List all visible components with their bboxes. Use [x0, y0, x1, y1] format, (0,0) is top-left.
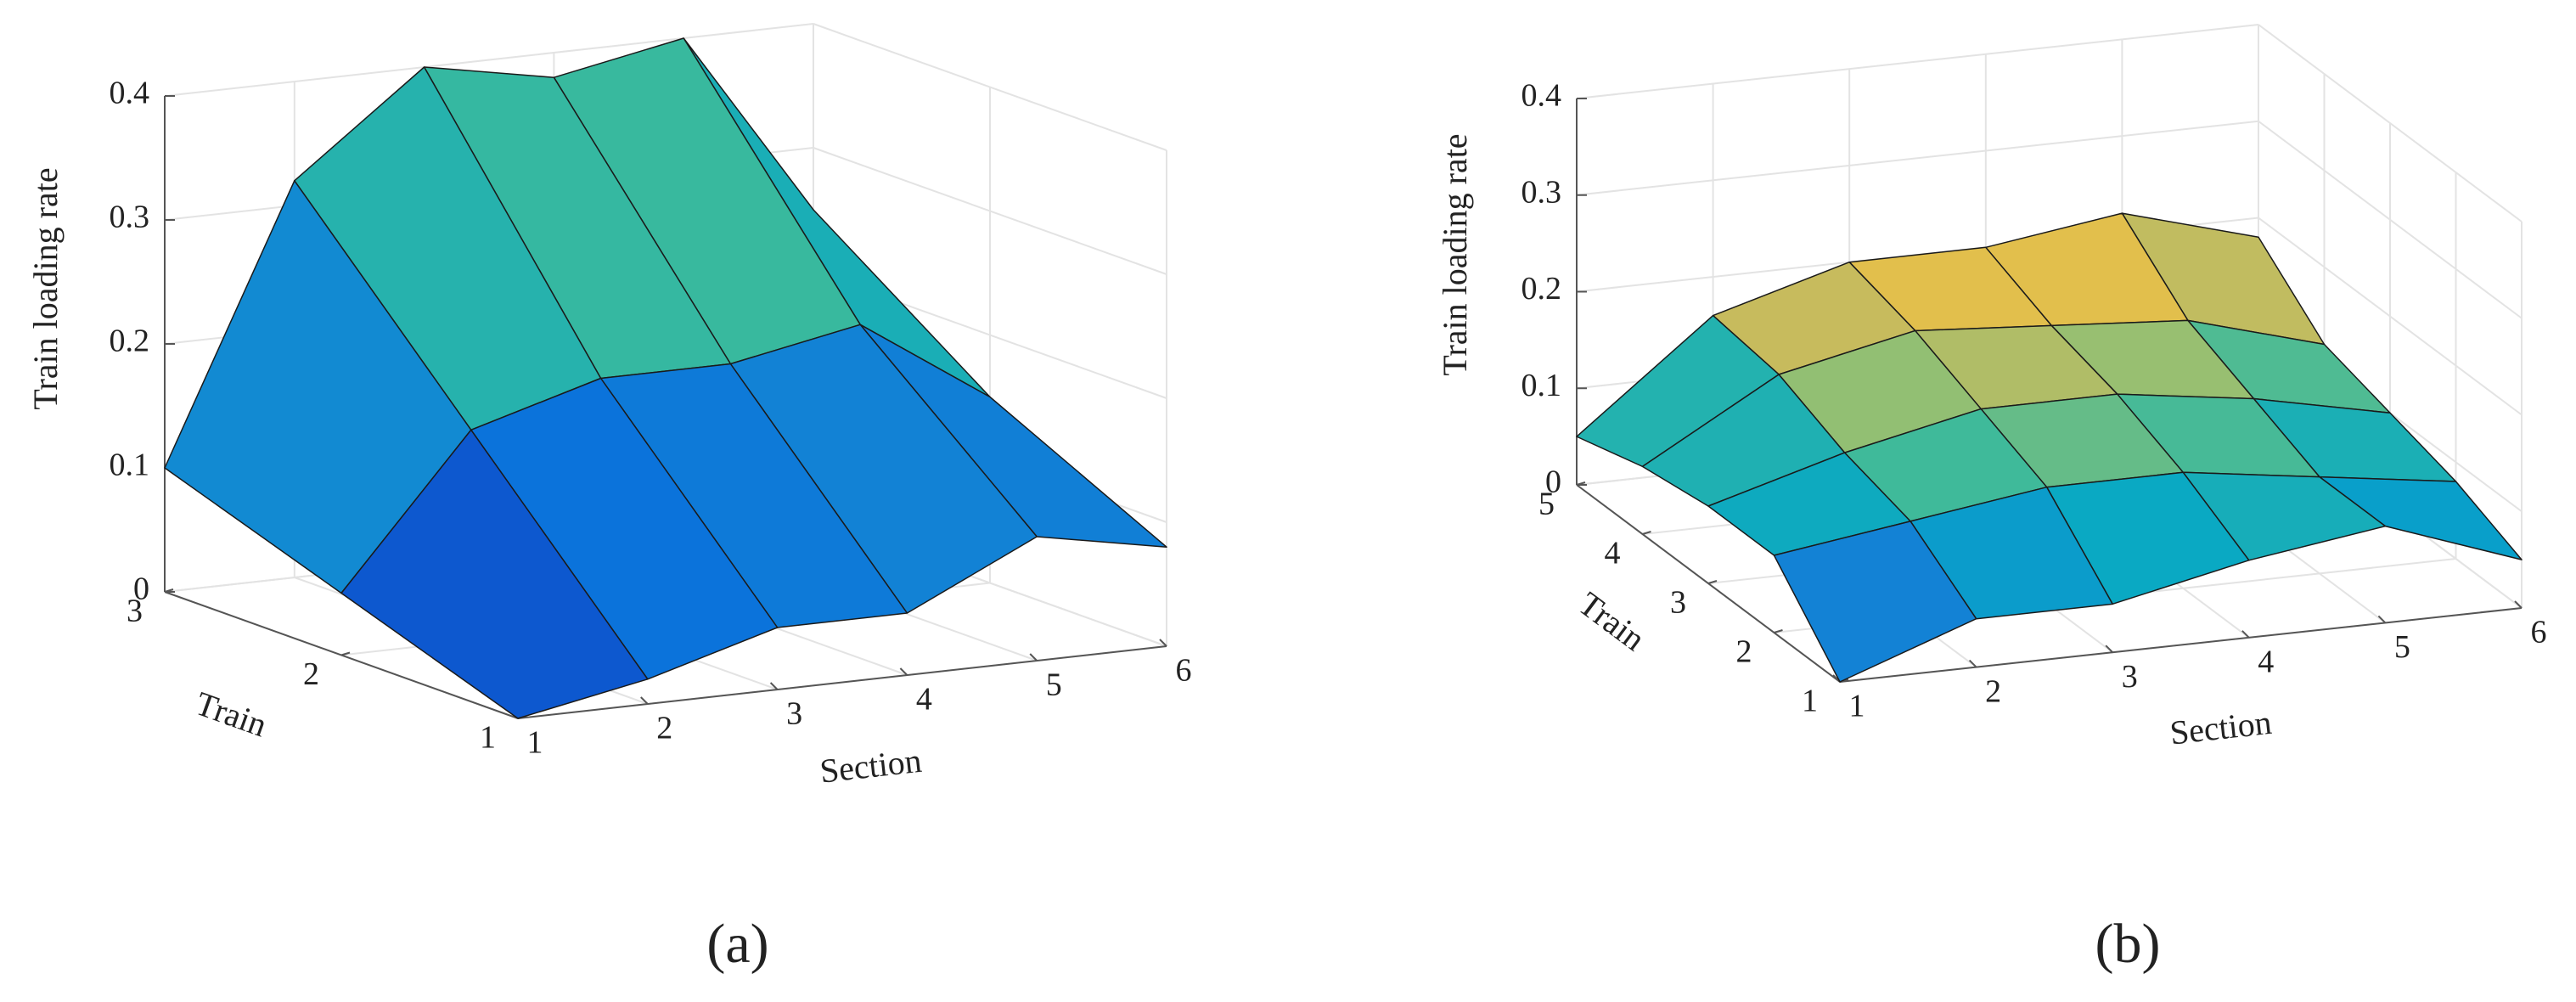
z-tick-label: 0.1: [110, 448, 150, 483]
grid-line: [164, 23, 814, 97]
axis-line: [1839, 607, 2523, 683]
z-tick-label: 0: [1545, 464, 1561, 500]
tick-mark: [769, 682, 779, 690]
x-axis-label: Section: [818, 741, 923, 791]
axis-line: [517, 645, 1167, 719]
tick-mark: [2241, 630, 2250, 639]
y-axis-label: Train: [1572, 584, 1652, 658]
z-tick-label: 0.1: [1521, 368, 1562, 403]
x-tick-label: 5: [2394, 629, 2410, 665]
tick-mark: [1774, 629, 1783, 633]
z-tick-label: 0.4: [110, 76, 150, 111]
z-tick-label: 0.4: [1521, 78, 1562, 114]
x-tick-label: 4: [2258, 645, 2274, 680]
x-tick-label: 6: [1176, 653, 1192, 689]
z-tick-label: 0.3: [110, 200, 150, 235]
x-tick-label: 6: [2531, 615, 2547, 650]
y-tick-label: 4: [1605, 536, 1621, 571]
x-tick-label: 3: [2122, 659, 2138, 695]
tick-mark: [899, 667, 908, 676]
caption: (b): [2095, 913, 2161, 975]
x-tick-label: 1: [1849, 689, 1865, 724]
surface-chart: 0 0.1 0.2 0.3 0.4 1 2 3 4 5 6 1 2 3 Train loading rate…: [26, 23, 1192, 975]
grid-line: [1576, 120, 2259, 196]
y-tick-label: 3: [1670, 585, 1686, 621]
tick-mark: [640, 696, 649, 705]
x-axis-label: Section: [2168, 703, 2273, 752]
x-tick-label: 1: [527, 725, 543, 761]
x-tick-label: 4: [916, 682, 932, 718]
surface-face: [1773, 521, 1977, 683]
surface-chart: 0 0.1 0.2 0.3 0.4 1 2 3 4 5 6 1 2 3 4 5 Train loading ra…: [1436, 24, 2547, 975]
tick-mark: [1968, 659, 1977, 668]
tick-mark: [1159, 639, 1167, 647]
z-tick-label: 0: [133, 571, 149, 607]
y-tick-label: 1: [480, 720, 496, 756]
x-tick-label: 2: [656, 711, 672, 746]
tick-mark: [164, 588, 174, 593]
x-tick-label: 3: [786, 696, 802, 732]
x-tick-label: 5: [1046, 667, 1062, 703]
grid-line: [1576, 24, 2259, 99]
z-axis-label: Train loading rate: [1436, 133, 1474, 375]
tick-mark: [2105, 645, 2113, 653]
tick-mark: [1576, 481, 1586, 486]
surface-face: [340, 429, 649, 719]
y-tick-label: 5: [1538, 487, 1555, 522]
caption: (a): [706, 913, 768, 975]
y-tick-label: 2: [1736, 634, 1752, 670]
tick-mark: [1642, 531, 1651, 535]
tick-mark: [1707, 580, 1718, 584]
y-tick-label: 2: [303, 656, 319, 692]
z-axis-label: Train loading rate: [26, 167, 65, 409]
tick-mark: [1029, 653, 1038, 661]
x-tick-label: 2: [1985, 673, 2001, 709]
y-tick-label: 1: [1802, 684, 1818, 719]
z-tick-label: 0.2: [110, 324, 150, 359]
tick-mark: [340, 651, 351, 656]
z-tick-label: 0.3: [1521, 174, 1562, 210]
y-axis-label: Train: [191, 684, 272, 744]
tick-mark: [2377, 615, 2387, 624]
y-tick-label: 3: [127, 594, 143, 629]
tick-mark: [2514, 600, 2523, 609]
z-tick-label: 0.2: [1521, 271, 1562, 307]
